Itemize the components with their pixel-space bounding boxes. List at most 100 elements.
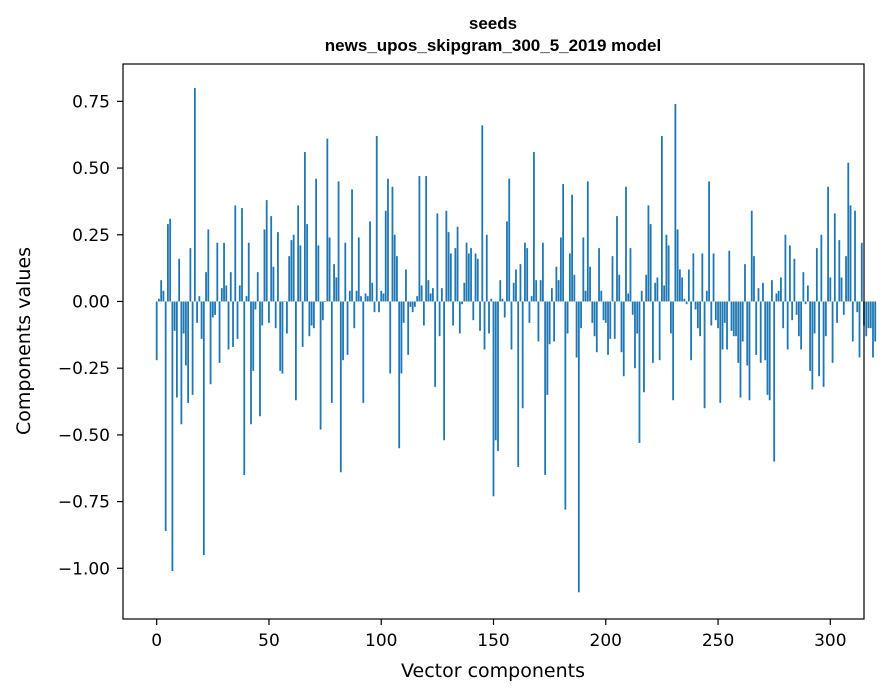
bar-component-216 xyxy=(640,290,643,302)
bar-component-163 xyxy=(521,301,524,409)
bar-component-162 xyxy=(519,264,522,302)
bar-component-184 xyxy=(568,253,571,302)
bar-component-218 xyxy=(645,274,648,302)
bar-component-317 xyxy=(867,301,870,329)
bar-component-182 xyxy=(564,301,567,510)
bar-component-311 xyxy=(854,210,856,302)
bar-component-63 xyxy=(297,205,300,302)
bar-component-154 xyxy=(501,298,504,302)
bar-component-0 xyxy=(155,301,158,361)
bar-component-92 xyxy=(362,301,365,403)
bar-component-265 xyxy=(750,210,753,302)
bar-component-170 xyxy=(537,301,540,342)
y-tick-label: −0.75 xyxy=(58,493,110,513)
x-tick-label: 250 xyxy=(702,631,734,651)
bar-component-25 xyxy=(211,301,214,318)
bar-component-151 xyxy=(494,301,497,441)
bar-component-142 xyxy=(474,253,477,302)
bar-component-232 xyxy=(676,229,679,302)
bar-component-130 xyxy=(447,232,450,302)
bar-component-29 xyxy=(220,288,223,302)
y-tick-label: 0.00 xyxy=(72,292,110,312)
bar-component-156 xyxy=(506,221,508,302)
bar-component-136 xyxy=(461,301,463,305)
bar-component-200 xyxy=(604,301,607,323)
bar-component-205 xyxy=(616,216,618,302)
bar-component-194 xyxy=(591,301,594,323)
bar-component-128 xyxy=(443,301,445,441)
bar-component-115 xyxy=(414,301,416,307)
bar-component-48 xyxy=(263,229,266,302)
bar-component-196 xyxy=(595,301,598,353)
bar-component-42 xyxy=(250,301,252,425)
bar-component-273 xyxy=(768,301,771,401)
bar-component-3 xyxy=(162,290,165,302)
bar-component-297 xyxy=(822,301,825,387)
bar-component-217 xyxy=(643,301,645,393)
bar-component-266 xyxy=(753,256,755,302)
bar-component-267 xyxy=(755,301,758,355)
bar-component-118 xyxy=(420,285,423,302)
x-tick-label: 0 xyxy=(151,631,162,651)
bar-component-190 xyxy=(582,237,585,302)
bar-component-174 xyxy=(546,301,549,395)
bar-component-264 xyxy=(748,301,751,401)
bar-component-269 xyxy=(759,301,762,363)
bar-component-127 xyxy=(440,288,443,302)
bar-component-139 xyxy=(467,253,470,302)
bar-component-251 xyxy=(719,301,722,403)
bar-component-141 xyxy=(472,301,475,321)
bar-component-180 xyxy=(559,237,562,302)
bar-component-85 xyxy=(346,301,349,355)
bar-component-249 xyxy=(714,301,717,321)
bar-component-97 xyxy=(373,301,376,313)
bar-component-239 xyxy=(692,253,695,302)
bar-component-166 xyxy=(528,301,531,323)
bar-component-293 xyxy=(813,301,816,334)
bar-component-20 xyxy=(200,301,203,339)
bar-component-255 xyxy=(728,250,731,302)
bar-component-112 xyxy=(407,301,410,355)
bar-component-33 xyxy=(229,272,232,302)
bar-component-189 xyxy=(580,301,582,329)
bar-component-253 xyxy=(723,301,726,323)
bar-component-157 xyxy=(508,178,511,302)
bar-component-129 xyxy=(445,210,448,302)
bar-component-313 xyxy=(858,301,861,358)
bar-component-210 xyxy=(627,293,630,302)
bar-component-148 xyxy=(488,301,490,334)
bar-component-11 xyxy=(180,301,183,425)
bar-component-252 xyxy=(721,301,724,350)
bar-component-4 xyxy=(164,301,167,531)
bar-component-212 xyxy=(631,301,634,315)
bar-component-53 xyxy=(274,301,277,329)
y-tick-label: 0.50 xyxy=(72,159,110,179)
bar-component-83 xyxy=(342,301,344,361)
bar-component-302 xyxy=(833,213,836,302)
bar-component-274 xyxy=(771,280,773,302)
bar-component-215 xyxy=(638,301,641,443)
bar-component-149 xyxy=(490,298,493,302)
bar-component-271 xyxy=(764,301,767,361)
bar-component-175 xyxy=(548,301,551,345)
bar-component-95 xyxy=(369,221,371,302)
bar-component-294 xyxy=(815,248,818,302)
bar-component-262 xyxy=(744,264,746,302)
bar-component-257 xyxy=(732,301,735,337)
x-tick-label: 200 xyxy=(590,631,622,651)
bar-component-207 xyxy=(620,301,623,353)
bar-component-287 xyxy=(800,301,803,350)
bar-component-50 xyxy=(268,301,270,323)
bar-component-14 xyxy=(187,301,190,403)
bar-component-191 xyxy=(584,290,587,302)
bar-component-258 xyxy=(735,301,737,337)
bar-component-66 xyxy=(303,152,306,302)
bar-component-103 xyxy=(387,178,389,302)
bar-component-221 xyxy=(652,301,654,363)
bar-component-89 xyxy=(355,290,358,302)
bar-component-111 xyxy=(405,269,407,302)
bar-component-76 xyxy=(326,138,329,302)
bar-component-47 xyxy=(261,301,264,326)
bar-component-298 xyxy=(824,301,827,337)
